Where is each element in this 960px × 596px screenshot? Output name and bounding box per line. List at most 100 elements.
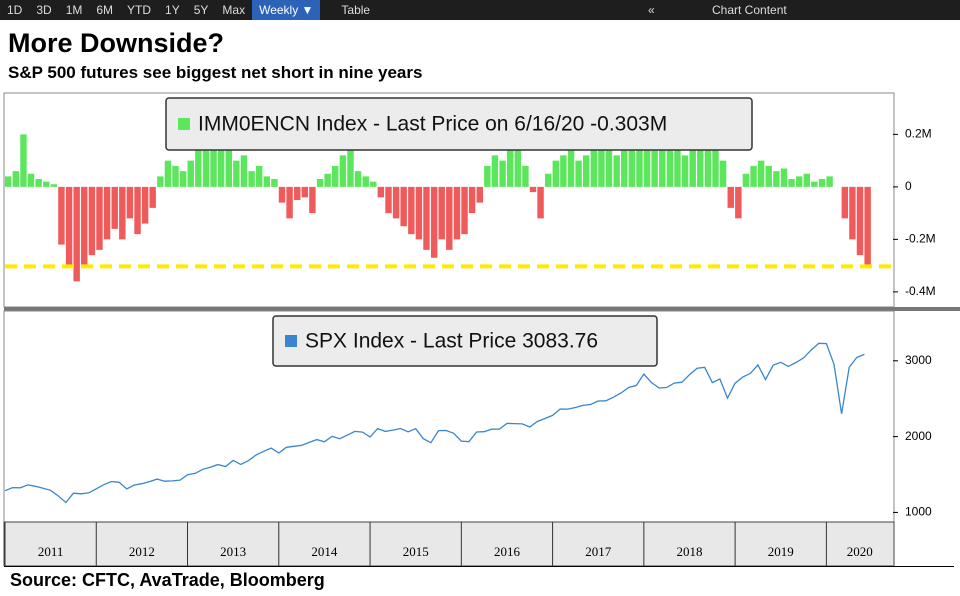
bar [826,176,833,187]
bar [499,160,506,187]
bar [233,160,240,187]
toolbar-button[interactable]: Max [222,3,246,17]
toolbar-button[interactable]: 1Y [165,3,180,17]
toolbar: 1D 3D 1M 6M YTD 1Y 5Y Max Weekly ▼ Table « Chart Co… [0,0,960,20]
source: Source: CFTC, AvaTrade, Bloomberg [4,566,954,593]
bar [719,160,727,187]
x-tick-label: 2012 [129,544,155,559]
bar [461,186,468,235]
bar [689,139,696,187]
bar [552,160,560,187]
toolbar-button[interactable]: 1M [65,3,83,17]
legend-swatch [178,118,190,130]
bar [294,186,301,200]
legend-box [272,315,658,367]
toolbar-button[interactable]: 5Y [193,3,209,17]
subtitle: S&P 500 futures see biggest net short in… [8,63,423,82]
bar [795,176,803,187]
toolbar-button[interactable]: « [648,3,655,17]
y-tick-label: 2000 [905,429,932,443]
bar [636,147,643,187]
bar [430,186,438,258]
x-tick-label: 2017 [585,544,612,559]
bar [377,186,385,198]
bar [301,186,309,198]
toolbar-button[interactable]: 1D [7,3,23,17]
x-tick-label: 2015 [403,544,429,559]
toolbar-button[interactable]: Table [341,3,371,17]
legend-box [165,97,753,151]
bar [27,173,35,187]
y-tick-label: 0.2M [905,127,932,141]
bar [773,171,780,187]
bar [712,147,719,187]
bar [841,186,849,219]
x-tick-label: 2019 [768,544,794,559]
toolbar-button[interactable]: YTD [127,3,152,17]
bar [681,155,689,187]
bar [400,186,407,227]
bar [408,186,415,235]
bar [514,147,521,187]
bar [339,155,347,187]
toolbar-button[interactable]: 3D [36,3,52,17]
bar [575,160,582,187]
bar [453,186,461,240]
bar [704,134,712,187]
bar [674,134,681,187]
bar [50,184,58,187]
bar [20,134,27,187]
bar [96,186,103,250]
bar [788,179,795,187]
x-tick-label: 2018 [676,544,702,559]
bar [126,186,134,219]
toolbar-button[interactable]: 6M [96,3,114,17]
bar [491,155,499,187]
bar [666,147,674,187]
bar [750,165,757,187]
bar [864,186,871,267]
bar [651,139,658,187]
x-tick-label: 2013 [220,544,246,559]
bar [484,165,491,187]
bar [324,173,331,187]
bar [354,171,362,187]
bar [286,186,293,219]
bar [605,134,613,187]
toolbar-button[interactable]: Weekly ▼ [252,0,321,20]
y-tick-label: 0 [905,179,912,193]
bar [12,171,20,187]
bar [803,173,810,187]
bar [438,186,445,240]
bar [248,171,255,187]
bar [697,123,704,187]
bar [65,186,73,266]
bar [522,165,529,187]
bar [164,160,172,187]
bar [202,121,210,187]
legend-label: IMM0ENCN Index - Last Price on 6/16/20 -… [198,113,667,136]
chart: 0.2M 0 -0.2M -0.4M IMM0ENCN Index - Last Pri… [3,92,960,566]
toolbar-button[interactable]: Chart Content [712,3,787,17]
bar [58,186,65,245]
bar [278,186,286,203]
bar [468,186,476,214]
bar [331,165,339,187]
bar [385,186,392,214]
bar [582,155,590,187]
bar [811,181,818,187]
bar [757,160,765,187]
bar [659,129,666,187]
bar [446,186,453,250]
bar [590,139,598,187]
bar [157,176,164,187]
bar [392,186,400,219]
bar [765,165,772,187]
bar [103,186,111,240]
y-tick-label: 3000 [905,353,932,367]
bar [240,155,248,187]
x-tick-label: 2020 [847,544,873,559]
bar [780,168,788,187]
bar [643,134,651,187]
bar [149,186,156,208]
